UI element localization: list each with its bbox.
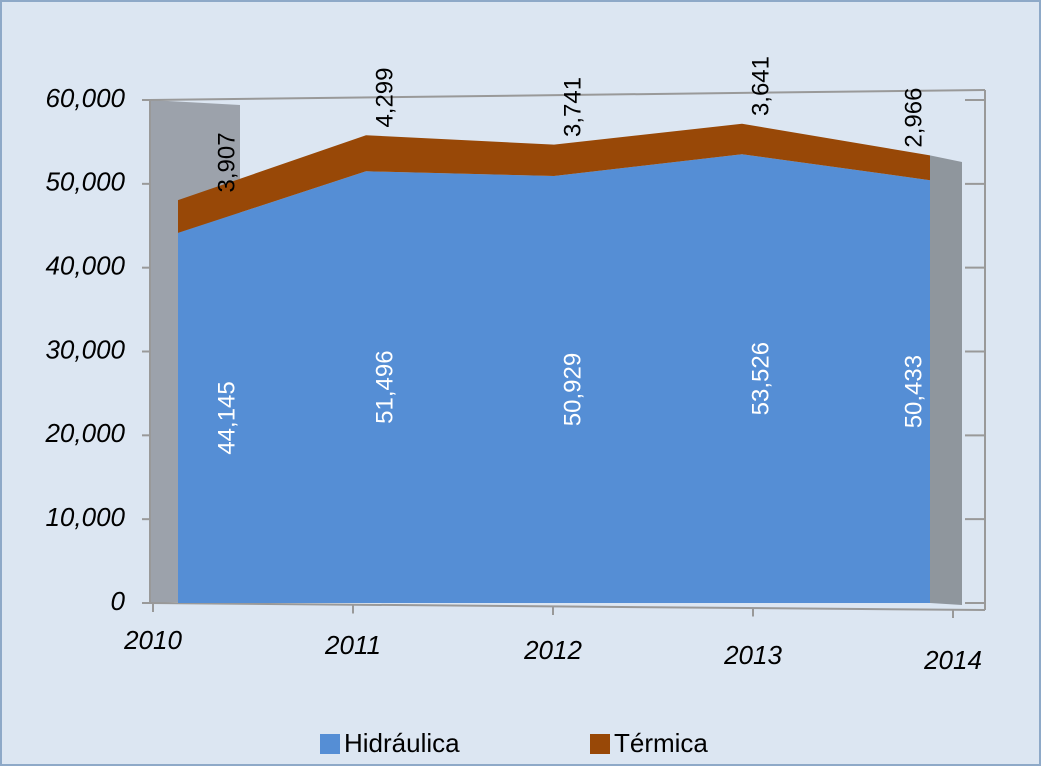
value-label: 53,526 bbox=[747, 342, 774, 415]
area bbox=[178, 123, 930, 233]
x-tick-label: 2012 bbox=[523, 635, 582, 665]
y-tick-label: 10,000 bbox=[45, 502, 125, 532]
y-tick-label: 60,000 bbox=[45, 83, 125, 113]
value-label: 3,641 bbox=[747, 56, 774, 116]
value-label: 51,496 bbox=[371, 350, 398, 423]
value-label: 4,299 bbox=[371, 67, 398, 127]
y-tick-label: 40,000 bbox=[45, 251, 125, 281]
value-label: 50,433 bbox=[900, 355, 927, 428]
x-tick-label: 2014 bbox=[923, 645, 982, 675]
y-tick-label: 0 bbox=[111, 586, 126, 616]
top-edge bbox=[149, 89, 986, 101]
x-tick-label: 2013 bbox=[723, 640, 782, 670]
y-tick-label: 20,000 bbox=[44, 418, 125, 448]
legend-swatch bbox=[590, 734, 610, 754]
y-tick-label: 30,000 bbox=[45, 334, 125, 364]
x-tick-label: 2010 bbox=[123, 625, 182, 655]
value-label: 44,145 bbox=[213, 381, 240, 454]
legend-label: Térmica bbox=[614, 728, 708, 758]
x-tick-label: 2011 bbox=[324, 630, 381, 660]
legend-label: Hidráulica bbox=[344, 728, 460, 758]
x-axis bbox=[149, 602, 986, 611]
side-face bbox=[930, 155, 962, 605]
value-label: 3,907 bbox=[213, 132, 240, 192]
value-label: 2,966 bbox=[900, 88, 927, 148]
area bbox=[178, 154, 930, 604]
value-label: 3,741 bbox=[559, 77, 586, 137]
y-tick-label: 50,000 bbox=[45, 167, 125, 197]
legend-swatch bbox=[320, 734, 340, 754]
value-label: 50,929 bbox=[559, 353, 586, 426]
